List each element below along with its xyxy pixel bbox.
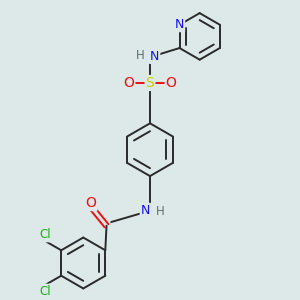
Text: H: H (156, 205, 164, 218)
Text: O: O (166, 76, 176, 90)
Text: H: H (136, 49, 145, 62)
Text: O: O (124, 76, 134, 90)
Text: S: S (146, 76, 154, 90)
Text: O: O (85, 196, 97, 210)
Text: N: N (150, 50, 159, 63)
Text: Cl: Cl (39, 285, 51, 298)
Text: Cl: Cl (39, 228, 51, 242)
Text: N: N (141, 204, 150, 217)
Text: N: N (175, 18, 184, 31)
